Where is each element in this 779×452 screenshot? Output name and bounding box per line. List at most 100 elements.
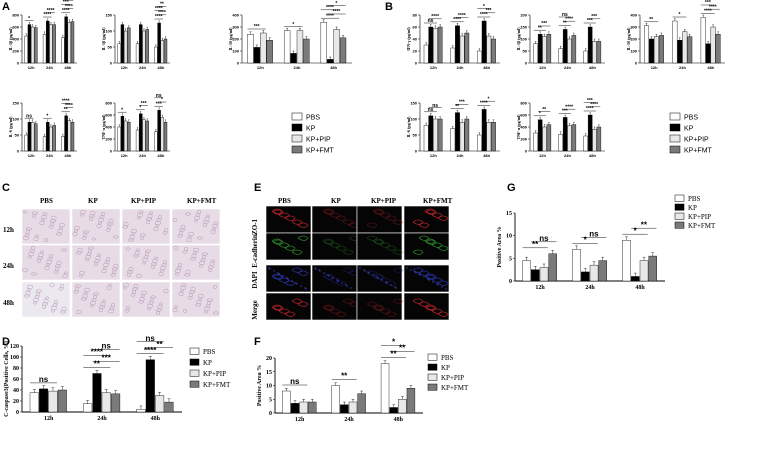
bar [163, 38, 168, 64]
bar [348, 401, 358, 414]
significance-label: **** [65, 4, 73, 10]
bar [83, 403, 93, 413]
alveolus-mark [79, 209, 86, 215]
bar [48, 390, 58, 413]
nucleus-dot [314, 267, 316, 269]
bar [546, 124, 552, 152]
x-tick-label: 12h [430, 65, 437, 70]
y-tick-label: 60 [413, 24, 418, 29]
tissue-outline [335, 280, 347, 286]
alveolus-mark [133, 283, 139, 289]
fluorescence-tile [311, 292, 358, 321]
tissue-outline [373, 239, 385, 245]
panel-e-col-title: PBS [278, 197, 291, 205]
x-tick-label: 12h [430, 153, 437, 158]
tissue-outline [412, 267, 424, 273]
legend-swatch [291, 123, 303, 132]
nucleus-dot [432, 281, 434, 283]
bar [139, 113, 143, 152]
panel-e-row-title: DAPI [251, 271, 259, 288]
legend-entry: KP [203, 359, 212, 367]
nucleus-dot [410, 269, 412, 271]
alveolus-mark [51, 215, 57, 221]
alveolus-mark [45, 296, 49, 300]
nucleus-dot [385, 281, 387, 283]
significance-label: *** [587, 18, 593, 24]
x-tick-label: 12h [295, 417, 305, 423]
alveolus-mark [82, 230, 89, 234]
legend-entry: KP [306, 126, 316, 133]
bar [127, 121, 131, 152]
y-tick-label: 50 [413, 132, 418, 137]
bar [290, 53, 297, 64]
y-tick-label: 200 [630, 36, 637, 41]
significance-label: *** [705, 0, 711, 6]
legend-swatch [291, 112, 303, 121]
bar [653, 36, 659, 64]
significance-label: ** [160, 2, 164, 8]
significance-label: ** [390, 350, 397, 359]
bar [537, 34, 543, 64]
bar [648, 255, 658, 282]
y-tick-label: 20 [266, 356, 272, 362]
y-tick-label: 10 [266, 384, 272, 390]
alveolus-mark [23, 210, 27, 214]
bar [546, 34, 552, 64]
fluorescence-tile [403, 232, 450, 261]
y-tick-label: 600 [12, 24, 19, 29]
y-tick-label: 200 [520, 136, 527, 141]
y-tick-label: 150 [520, 24, 527, 29]
bar [592, 41, 597, 64]
y-axis-label: Positive Area % [257, 365, 263, 406]
y-axis-label: IL-10 (pg/ml) [626, 27, 631, 51]
bar [154, 46, 158, 64]
bar [154, 131, 158, 152]
y-tick-label: 800 [105, 100, 112, 105]
alveolus-mark [76, 309, 82, 315]
tissue-outline [323, 274, 335, 280]
x-tick-label: 24h [344, 417, 354, 423]
alveolus-mark [144, 249, 151, 253]
panel-e-immunofluorescence: PBS KP KP+PIP KP+FMT ZO-1 E-cadherin DAP… [251, 197, 453, 321]
alveolus-mark [139, 233, 146, 237]
bar [715, 34, 721, 64]
alveolus-mark [185, 269, 191, 275]
bar [649, 38, 654, 64]
panel-label-g: G [507, 182, 516, 194]
nucleus-dot [300, 285, 302, 287]
significance-label: * [46, 113, 48, 119]
legend-swatch [427, 373, 438, 381]
bar [157, 22, 161, 64]
nucleus-dot [277, 272, 279, 274]
bar [42, 136, 47, 152]
alveolus-mark [35, 234, 39, 238]
y-tick-label: 100 [520, 36, 527, 41]
bar [49, 126, 53, 152]
tissue-outline [297, 235, 309, 241]
significance-label: ** [341, 372, 348, 381]
y-tick-label: 0 [16, 410, 19, 416]
y-axis-label: Positive Area % [497, 226, 503, 267]
bar [433, 118, 438, 152]
legend-entry: PBS [306, 115, 320, 122]
nucleus-dot [427, 278, 429, 280]
tissue-outline [322, 273, 334, 279]
significance-label: **** [590, 102, 598, 108]
significance-label: **** [91, 348, 104, 357]
bar [46, 20, 50, 64]
bar [266, 40, 273, 64]
significance-label: *** [541, 21, 547, 27]
alveolus-mark [187, 231, 194, 237]
significance-label: *** [486, 8, 492, 14]
nucleus-dot [445, 288, 447, 290]
bar [558, 133, 563, 152]
x-tick-label: 24h [46, 153, 53, 158]
legend-swatch [189, 358, 200, 366]
y-tick-label: 0 [17, 148, 20, 153]
